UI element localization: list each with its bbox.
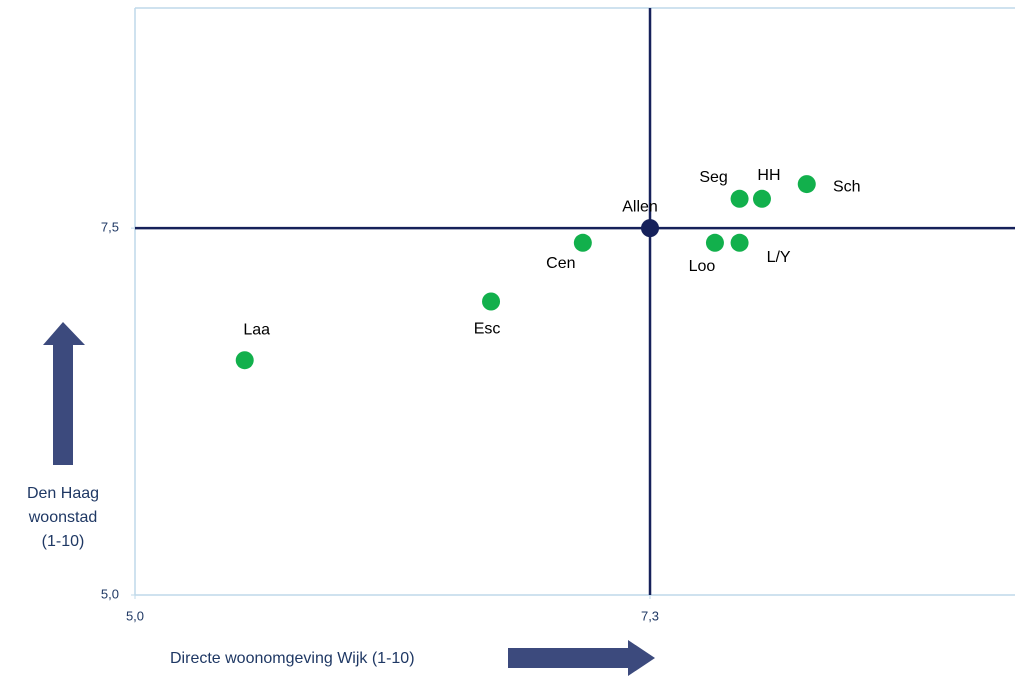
point	[482, 292, 501, 311]
point	[730, 189, 749, 208]
point-label: Laa	[243, 321, 270, 338]
y-tick-label: 5,0	[101, 586, 119, 601]
y-tick-label: 7,5	[101, 220, 119, 235]
point	[235, 351, 254, 370]
point-label: Loo	[689, 258, 716, 275]
y-axis-title: (1-10)	[42, 533, 85, 550]
point-label: Seg	[699, 169, 727, 186]
x-axis-title: Directe woonomgeving Wijk (1-10)	[170, 650, 415, 667]
y-axis-title: woonstad	[28, 509, 98, 526]
point	[573, 233, 592, 252]
y-axis-arrow	[43, 322, 85, 465]
point	[705, 233, 724, 252]
point	[641, 219, 660, 238]
point-label: Sch	[833, 178, 861, 195]
point-label: Cen	[546, 255, 575, 272]
point	[752, 189, 771, 208]
plot-frame	[134, 7, 1015, 596]
y-axis-title: Den Haag	[27, 485, 99, 502]
point-label: HH	[757, 167, 780, 184]
point-label: Esc	[474, 321, 501, 338]
x-tick-label: 7,3	[641, 608, 659, 623]
x-axis-arrow	[508, 640, 655, 676]
point	[797, 175, 816, 194]
point-label: L/Y	[767, 249, 791, 266]
point-label: Allen	[622, 198, 658, 215]
x-tick-label: 5,0	[126, 608, 144, 623]
point	[730, 233, 749, 252]
